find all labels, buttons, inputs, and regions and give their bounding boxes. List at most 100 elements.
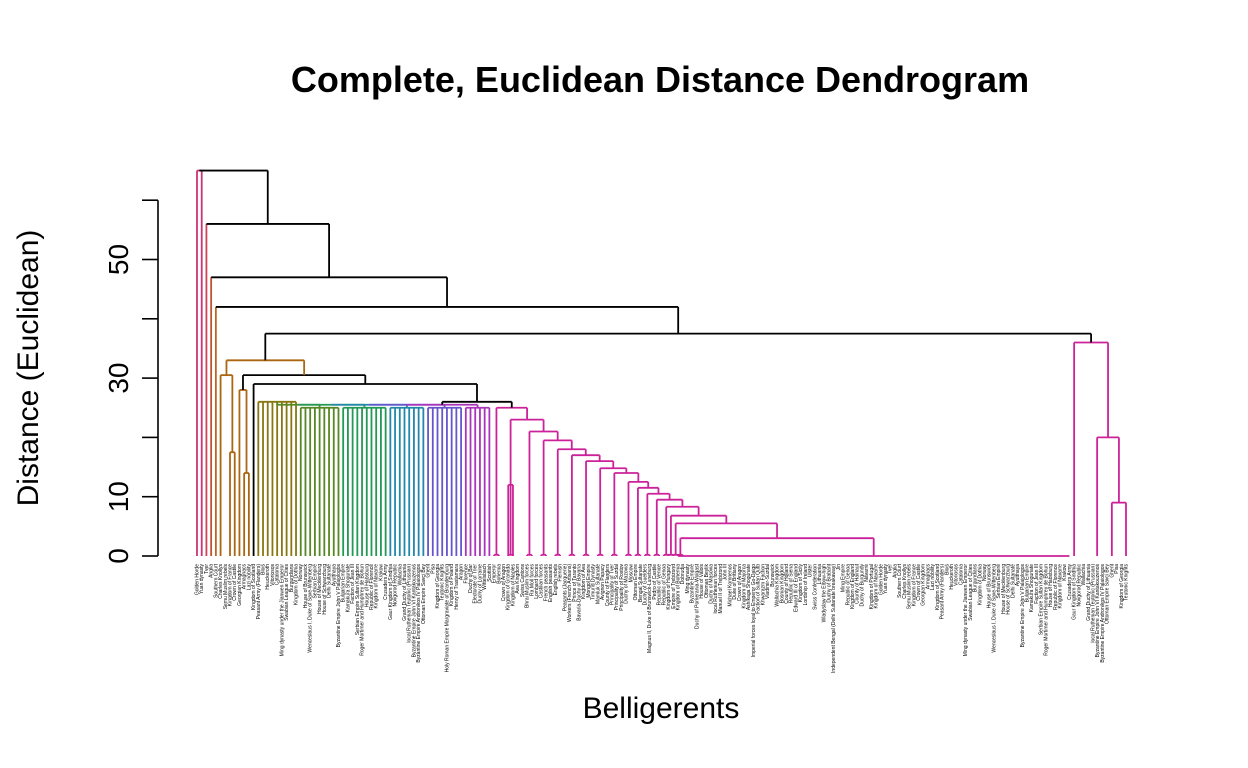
leaf-label-190: local Ruthenian Teutonic (Prussian) (1090, 564, 1096, 643)
leaf-label-169: Wenceslaus I, Duke of Saxe-Wittenberg (991, 564, 997, 653)
leaf-label-157: Kingdom of Scotland (935, 564, 941, 610)
leaf-label-30: Byzantine Empire John V Palaiologos (336, 564, 342, 648)
y-tick-label-0: 0 (103, 548, 134, 564)
leaf-label-146: Yuan dynasty (883, 564, 889, 595)
leaf-label-192: Byzantine Empire Andronikos IV Palaiolog… (1100, 564, 1106, 663)
leaf-label-97: Pedro of Castile (652, 564, 658, 600)
leaf-label-189: Grand Duchy of Lithuania (1086, 564, 1092, 621)
leaf-label-116: Kingdom of Majorca (742, 564, 748, 609)
leaf-label-123: Wallachia Kingdom (775, 564, 781, 607)
leaf-label-8: Crown of Castile (232, 564, 238, 601)
leaf-label-34: Serbian Empire Sultan Kingdom (355, 564, 361, 635)
leaf-label-193: Ottoman Empire Savci Bey (1105, 564, 1111, 625)
leaf-label-83: Mongol Empire (586, 564, 592, 598)
leaf-label-82: Kingdom of Ava (581, 564, 587, 599)
leaf-label-28: Delhi Sultanate (327, 564, 333, 598)
leaf-label-11: Lazi nobility (246, 564, 252, 591)
leaf-label-175: Byzantine Empire John V Palaiologos (1020, 564, 1026, 648)
leaf-label-153: Crown of Castile (916, 564, 922, 601)
leaf-label-57: Florence (463, 564, 469, 584)
leaf-label-184: Krakow (1062, 564, 1068, 581)
leaf-label-68: Ava Kingdom (515, 564, 521, 594)
x-axis-label: Belligerents (583, 692, 740, 725)
leaf-label-143: Kingdom of Portugal (869, 564, 875, 609)
leaf-label-100: Kingdom of Hungary (666, 564, 672, 610)
leaf-label-55: Henry of Trastamara (454, 564, 460, 610)
leaf-label-166: Kingdom of Dothia (977, 564, 983, 605)
leaf-label-119: Faction of Sultan Qutb (756, 564, 762, 614)
leaf-label-16: Vitoriosos (270, 564, 276, 586)
y-tick-label-50: 50 (103, 244, 134, 275)
leaf-label-159: Blois (944, 564, 950, 575)
leaf-label-89: Principality of Suzdal (614, 564, 620, 610)
leaf-label-133: Wladyslaw the Elbow-high (822, 564, 828, 623)
leaf-label-170: Serbian Empire (996, 564, 1002, 599)
leaf-label-87: County of Flanders (605, 564, 611, 607)
leaf-label-122: Brunswick (770, 564, 776, 587)
leaf-label-67: Kingdom of Naples (510, 564, 516, 607)
leaf-label-32: Kamakura Shogunate (345, 564, 351, 613)
leaf-label-58: Duchy of Bar (468, 564, 474, 593)
leaf-label-90: Principality of Rostov (619, 564, 625, 611)
leaf-label-38: Kingdom of Navarre (374, 564, 380, 609)
leaf-label-104: Ming dynasty (685, 564, 691, 594)
leaf-label-137: Ming Empire (841, 564, 847, 592)
leaf-label-156: Lazi nobility (930, 564, 936, 591)
leaf-label-147: Tver (888, 564, 894, 574)
chart-title: Complete, Euclidean Distance Dendrogram (291, 59, 1029, 100)
leaf-label-167: Norway (982, 564, 988, 581)
leaf-label-96: Magnus II, Duke of Brunswick-Luneburg (647, 564, 653, 653)
leaf-label-20: Burgundians (289, 564, 295, 593)
leaf-label-44: Grand Duchy of Lithuania (402, 564, 408, 621)
leaf-label-93: Ottoman Empire (633, 564, 639, 601)
leaf-label-80: Prince of Taranto (572, 564, 578, 602)
leaf-label-19: Swabian League of Cities (284, 564, 290, 621)
leaf-label-195: Pisa (1114, 564, 1120, 574)
leaf-label-91: Duchy of Mazovia (624, 564, 630, 604)
leaf-label-131: Swiss Confederation (812, 564, 818, 610)
leaf-label-124: Bosnian Kingdom (779, 564, 785, 603)
leaf-label-25: Serbian Empire (312, 564, 318, 599)
leaf-label-73: Castilian forces (539, 564, 545, 599)
leaf-label-172: House of Schwarzburg (1006, 564, 1012, 615)
leaf-label-128: Kingdom of Sicily (798, 564, 804, 603)
leaf-label-26: House of Mecklenburg (317, 564, 323, 614)
leaf-label-105: Byzantine Empire (690, 564, 696, 603)
leaf-label-113: Michael Komnenos (727, 564, 733, 607)
leaf-label-53: Holy Roman Empire Margraviate of Branden… (444, 564, 450, 673)
leaf-label-46: Byzantine Empire John VI Kantakouzenos (411, 564, 417, 658)
leaf-label-13: Peasant Army (Flanders) (256, 564, 262, 620)
leaf-label-29: Ayutthaya (331, 564, 337, 586)
leaf-label-138: Republic of Genoa (845, 564, 851, 606)
leaf-label-99: Republic of Genoa (661, 564, 667, 606)
leaf-label-148: Anglia (892, 564, 898, 578)
leaf-label-194: Ghent (1109, 563, 1115, 577)
leaf-label-154: Georgian Kingdom (921, 564, 927, 606)
leaf-label-114: Duke of Brittany (732, 564, 738, 600)
leaf-label-118: Imperial forces loyal to Emperor Go-Daig… (751, 564, 757, 658)
leaf-label-22: Norway (298, 564, 304, 581)
leaf-label-149: Southern Court (897, 563, 903, 598)
leaf-label-191: Byzantine Empire John VI Kantakouzenos (1095, 564, 1101, 658)
leaf-label-50: Pisa (430, 564, 436, 574)
leaf-label-76: English rebels (553, 564, 559, 596)
leaf-label-88: Principality of Tver (609, 564, 615, 605)
leaf-label-5: Charles Knollys (218, 564, 224, 599)
leaf-label-186: Gaur Kingdom of Sindhia (1072, 564, 1078, 620)
leaf-label-196: Kingdom of Georgia (1119, 564, 1125, 609)
leaf-label-36: House of Habsburg (364, 564, 370, 607)
leaf-label-61: Wittelsbach (482, 564, 488, 590)
leaf-label-18: Ming dynasty under the Jianwen Emperor (279, 564, 285, 657)
leaf-label-51: Kingdom of Georgia (435, 564, 441, 609)
leaf-label-63: Emperor (492, 564, 498, 584)
leaf-label-135: Independent Bengal (Delhi Sultanate brea… (831, 564, 837, 673)
leaf-label-74: French peasants (543, 564, 549, 602)
leaf-label-47: Byzantine Empire Andronikos IV Palaiolog… (416, 564, 422, 663)
leaf-label-164: Swabian League of Cities (968, 564, 974, 621)
leaf-label-31: Bulgarian Empire (341, 564, 347, 603)
leaf-label-180: Roger Mortimer and Humphrey de Bohun (1043, 564, 1049, 656)
leaf-label-176: Bulgarian Empire (1024, 564, 1030, 603)
leaf-label-112: John III (723, 564, 729, 580)
leaf-label-41: Gaur Kingdom of Sindhia (388, 564, 394, 620)
